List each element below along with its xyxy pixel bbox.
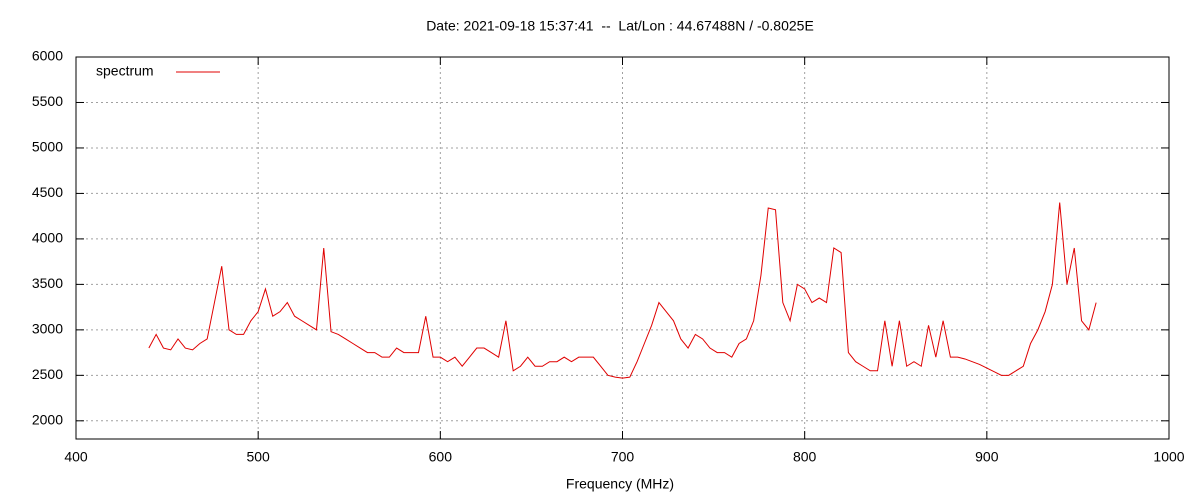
x-tick-label: 800	[793, 449, 817, 465]
x-tick-label: 1000	[1153, 449, 1184, 465]
x-tick-label: 900	[975, 449, 999, 465]
legend-label: spectrum	[96, 63, 154, 79]
y-tick-label: 5500	[32, 93, 63, 109]
x-tick-label: 400	[64, 449, 88, 465]
y-tick-label: 5000	[32, 139, 63, 155]
x-axis-label: Frequency (MHz)	[566, 476, 674, 492]
y-tick-label: 6000	[32, 48, 63, 64]
x-tick-label: 500	[246, 449, 270, 465]
plot-border	[75, 56, 1170, 440]
chart-title: Date: 2021-09-18 15:37:41 -- Lat/Lon : 4…	[426, 18, 814, 34]
y-tick-label: 2000	[32, 412, 63, 428]
y-tick-label: 4500	[32, 184, 63, 200]
y-tick-label: 3500	[32, 275, 63, 291]
x-tick-label: 700	[611, 449, 635, 465]
y-tick-label: 2500	[32, 366, 63, 382]
y-tick-label: 3000	[32, 321, 63, 337]
y-tick-label: 4000	[32, 230, 63, 246]
spectrum-line	[148, 202, 1097, 379]
x-tick-label: 600	[429, 449, 453, 465]
